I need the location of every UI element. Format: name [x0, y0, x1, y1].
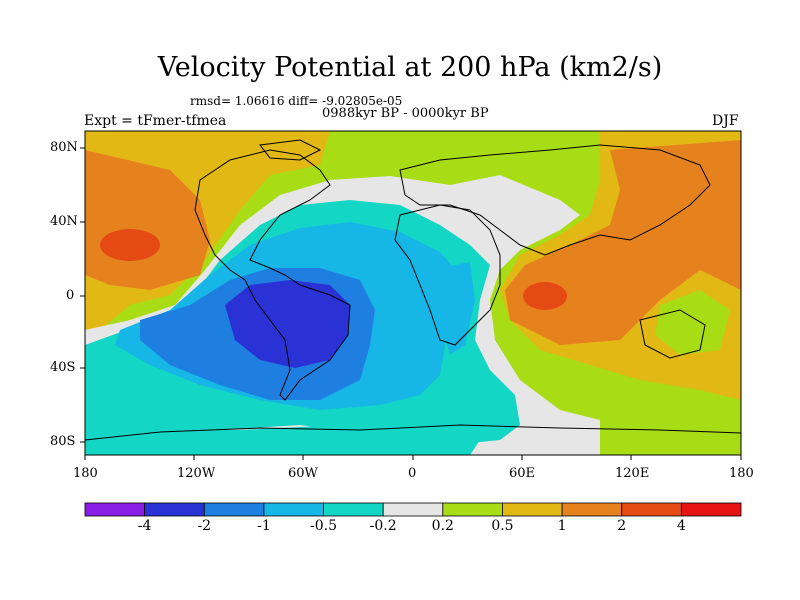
colorbar-swatch [323, 502, 384, 517]
coast-americas [194, 149, 351, 401]
lat-tick-label: 40N [50, 214, 78, 229]
colorbar-label: 0.5 [491, 518, 514, 534]
coast-africa [394, 204, 501, 346]
colorbar-swatch [382, 502, 444, 517]
lon-tick-label: 120W [177, 466, 216, 481]
colorbar-label: 4 [676, 518, 686, 534]
colorbar-swatch [442, 502, 503, 517]
colorbar-label: -2 [197, 518, 212, 534]
colorbar-swatch [144, 502, 205, 517]
lat-tick-label: 40S [50, 360, 76, 375]
lon-tick-label: 180 [73, 466, 98, 481]
field-contours [85, 131, 741, 455]
colorbar-swatch [203, 502, 265, 517]
colorbar-swatch [263, 502, 324, 517]
colorbar-swatch [561, 502, 623, 517]
lon-tick-label: 120E [615, 466, 650, 481]
colorbar-label: 0.2 [431, 518, 454, 534]
colorbar-label: -0.5 [310, 518, 338, 534]
figure-title: Velocity Potential at 200 hPa (km2/s) [157, 52, 663, 83]
coast-antarctica [85, 424, 741, 441]
season-label: DJF [712, 113, 739, 129]
coastlines [85, 139, 741, 441]
period-text: 0988kyr BP - 0000kyr BP [322, 106, 489, 121]
field-fill-red-indian [523, 282, 567, 310]
colorbar-swatch [680, 502, 742, 517]
lat-tick-label: 80N [50, 140, 78, 155]
colorbar-swatch [502, 502, 563, 517]
colorbar-label: -0.2 [369, 518, 397, 534]
field-fill-turquoise-south [85, 410, 480, 455]
coast-eurasia [399, 144, 711, 256]
stats-text: rmsd= 1.06616 diff= -9.02805e-05 [190, 94, 403, 108]
lat-tick-label: 0 [66, 288, 75, 303]
lon-tick-label: 0 [408, 466, 417, 481]
lon-tick-label: 60E [509, 466, 536, 481]
colorbar-swatch [84, 502, 146, 517]
coast-greenland [259, 139, 322, 161]
lon-tick-label: 60W [288, 466, 318, 481]
field-fill-green-aus [655, 290, 730, 355]
colorbar [84, 502, 742, 517]
colorbar-swatch [621, 502, 682, 517]
colorbar-label: -4 [137, 518, 152, 534]
axis-ticks [80, 147, 742, 460]
colorbar-label: -1 [257, 518, 271, 534]
field-fill-red-npac [100, 229, 160, 261]
lon-tick-label: 180 [729, 466, 754, 481]
experiment-text: Expt = tFmer-tfmea [84, 113, 227, 129]
colorbar-label: 1 [557, 518, 567, 534]
lat-tick-label: 80S [50, 434, 76, 449]
coast-australia [639, 309, 706, 359]
colorbar-label: 2 [617, 518, 627, 534]
field-fill-lightblue-africa [430, 262, 475, 355]
